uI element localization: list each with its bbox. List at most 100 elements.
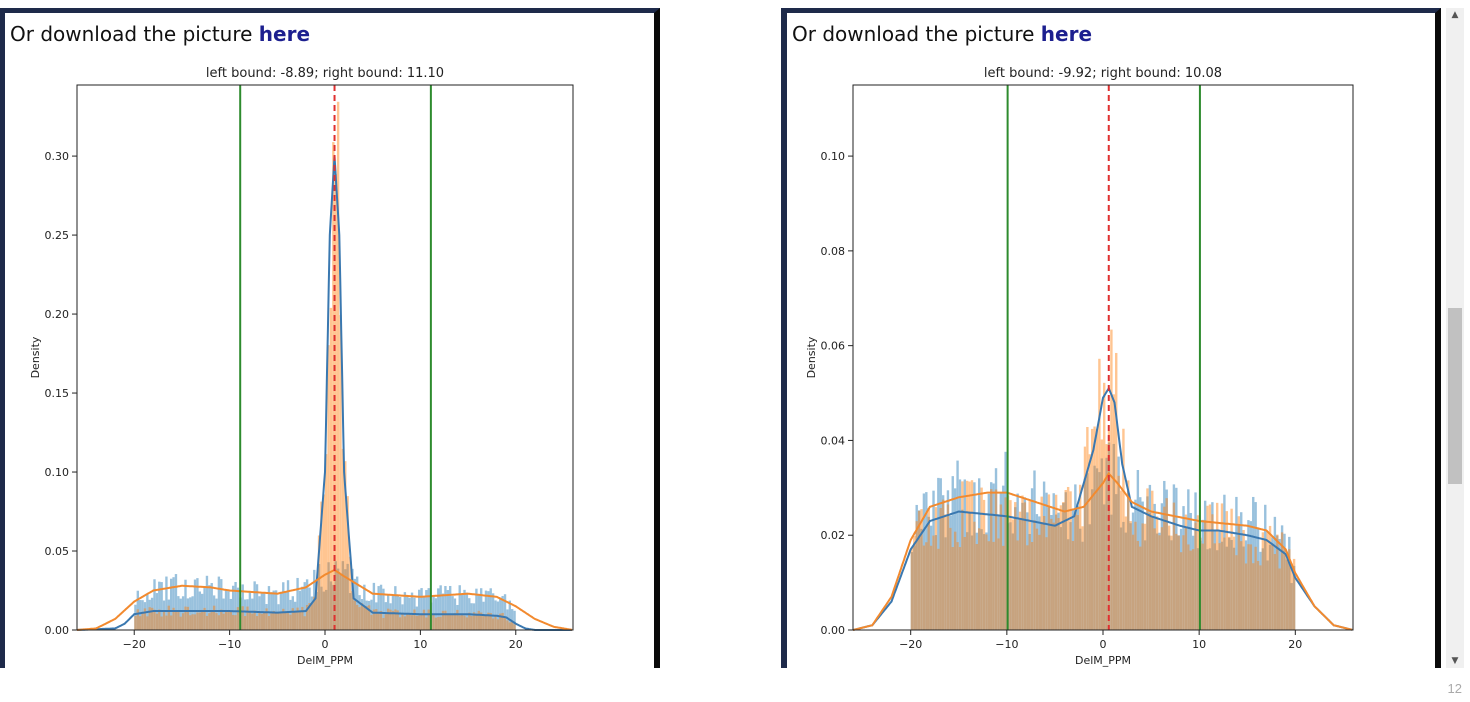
y-axis-label: Density	[29, 336, 42, 378]
histogram-bar	[396, 610, 399, 630]
histogram-bar	[496, 619, 500, 630]
y-tick-label: 0.08	[821, 245, 846, 258]
histogram-bar	[189, 597, 192, 630]
histogram-bar	[1002, 545, 1005, 630]
histogram-bar	[1086, 427, 1089, 630]
histogram-bar	[987, 541, 991, 630]
histogram-bar	[1028, 500, 1031, 630]
histogram-bar	[1256, 527, 1260, 630]
histogram-bar	[291, 596, 294, 630]
histogram-bar	[1244, 563, 1248, 630]
histogram-bar	[1249, 544, 1253, 630]
histogram-bar	[329, 307, 333, 630]
y-tick-label: 0.15	[45, 387, 70, 400]
y-tick-label: 0.00	[45, 624, 70, 637]
histogram-bar	[229, 598, 232, 630]
histogram-bar	[1040, 496, 1043, 630]
histogram-bar	[446, 590, 449, 630]
histogram-bar	[1129, 521, 1132, 630]
histogram-bar	[1278, 568, 1281, 630]
histogram-bar	[1172, 484, 1176, 630]
histogram-bar	[1177, 535, 1180, 630]
histogram-bar	[1093, 465, 1096, 630]
histogram-bar	[189, 615, 192, 630]
histogram-bar	[1059, 505, 1063, 630]
histogram-bar	[403, 592, 407, 630]
histogram-bar	[1014, 507, 1017, 630]
histogram-bar	[994, 489, 998, 630]
histogram-bar	[425, 617, 428, 630]
histogram-bar	[1146, 488, 1149, 630]
histogram-bar	[232, 614, 235, 630]
histogram-bar	[1153, 528, 1156, 630]
x-tick-label: 10	[1192, 638, 1206, 651]
histogram-bar	[1240, 541, 1243, 630]
histogram-bar	[210, 610, 213, 630]
histogram-bar	[508, 622, 511, 630]
histogram-bar	[997, 538, 1000, 630]
scroll-thumb[interactable]	[1448, 308, 1462, 484]
histogram-bar	[444, 610, 447, 630]
histogram-bar	[990, 482, 993, 630]
histogram-bar	[315, 581, 318, 630]
histogram-bar	[929, 525, 933, 630]
histogram-bar	[241, 606, 244, 630]
histogram-bar	[985, 534, 988, 630]
histogram-bar	[255, 584, 259, 630]
histogram-bar	[272, 611, 275, 630]
histogram-bar	[1047, 507, 1051, 630]
histogram-bar	[449, 613, 452, 630]
histogram-bar	[1292, 558, 1296, 630]
histogram-bar	[212, 605, 216, 630]
histogram-bar	[958, 479, 962, 630]
histogram-bar	[1038, 534, 1041, 630]
histogram-bar	[465, 617, 469, 630]
histogram-bar	[1045, 492, 1048, 630]
scroll-down-icon[interactable]: ▼	[1451, 656, 1459, 666]
histogram-bar	[360, 603, 364, 630]
histogram-bar	[253, 610, 256, 630]
download-link[interactable]: here	[1040, 22, 1093, 46]
histogram-bar	[1030, 541, 1034, 630]
histogram-bar	[1288, 536, 1291, 630]
histogram-bar	[1098, 358, 1101, 630]
histogram-bar	[1187, 489, 1190, 630]
density-chart-right: −20 −10 0 10 20 0.00 0.02 0.04 0.06 0.08 0.10 left …	[805, 66, 1354, 667]
histogram-bar	[915, 521, 918, 630]
histogram-bar	[1208, 548, 1212, 630]
histogram-bar	[1261, 548, 1265, 630]
scroll-up-icon[interactable]: ▲	[1451, 10, 1459, 20]
histogram-bar	[1081, 526, 1084, 630]
download-link[interactable]: here	[258, 22, 311, 46]
histogram-bar	[1292, 565, 1296, 630]
histogram-bar	[341, 448, 345, 630]
histogram-bar	[232, 585, 235, 630]
histogram-series-1	[134, 561, 516, 630]
vertical-scrollbar[interactable]: ▲ ▼	[1446, 8, 1464, 668]
histogram-bar	[1196, 548, 1200, 630]
histogram-bar	[961, 481, 964, 630]
histogram-bar	[1117, 475, 1120, 630]
density-chart-left: −20 −10 0 10 20 0.00 0.05 0.10 0.15 0.20 0.25 0.30 l…	[29, 66, 574, 667]
histogram-bar	[170, 578, 173, 630]
histogram-bar	[394, 586, 397, 630]
histogram-bar	[465, 592, 469, 630]
histogram-bar	[377, 586, 380, 630]
histogram-bar	[503, 617, 507, 630]
histogram-bar	[289, 599, 292, 630]
histogram-bar	[1240, 512, 1243, 630]
histogram-bar	[1252, 496, 1255, 630]
histogram-bar	[937, 548, 940, 630]
histogram-bar	[949, 515, 952, 630]
histogram-bar	[925, 492, 928, 630]
histogram-bar	[1083, 478, 1087, 630]
histogram-bar	[484, 614, 488, 630]
histogram-bar	[1206, 549, 1209, 630]
histogram-bar	[1280, 525, 1284, 630]
histogram-bar	[236, 587, 240, 630]
histogram-series-0	[910, 329, 1296, 630]
histogram-bar	[1062, 503, 1065, 630]
histogram-bar	[141, 600, 144, 630]
histogram-bar	[270, 592, 273, 630]
histogram-bar	[1004, 497, 1007, 630]
